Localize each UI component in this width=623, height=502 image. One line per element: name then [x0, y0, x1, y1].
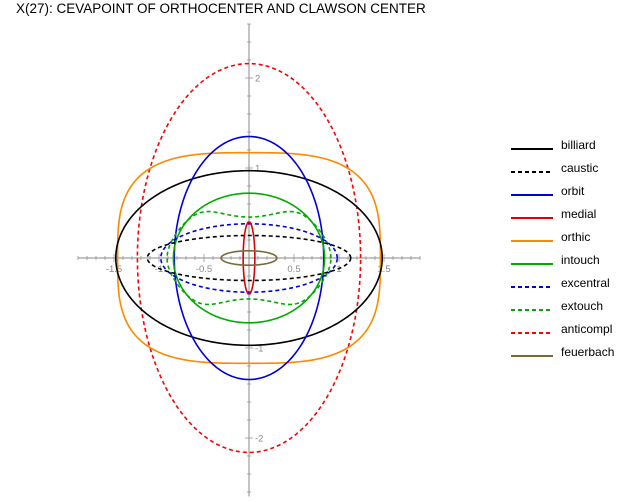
- curve-intouch: [172, 192, 326, 324]
- legend-swatch: [511, 148, 553, 150]
- legend-label: extouch: [561, 299, 604, 313]
- legend-swatch: [511, 240, 553, 242]
- curve-orbit: [173, 135, 325, 381]
- curve-billiard: [114, 169, 383, 347]
- curve-orthic: [116, 151, 382, 365]
- curve-feuerbach: [220, 250, 278, 267]
- legend-label: intouch: [561, 253, 600, 267]
- curve-medial: [242, 221, 256, 295]
- y-tick-label: -2: [255, 434, 263, 445]
- curve-caustic: [146, 234, 352, 282]
- legend-swatch: [511, 194, 553, 196]
- plot-title: X(27): CEVAPOINT OF ORTHOCENTER AND CLAW…: [16, 1, 426, 16]
- legend-swatch: [511, 263, 553, 265]
- legend-label: orthic: [561, 230, 591, 244]
- legend-swatch: [511, 171, 553, 173]
- legend-label: feuerbach: [561, 345, 615, 359]
- curve-excentral: [159, 222, 338, 294]
- legend-swatch: [511, 217, 553, 219]
- legend-label: billiard: [561, 138, 596, 152]
- legend-swatch: [511, 355, 553, 357]
- axes: -1.5 -1 -0.5 0.5 1 1.5 -2 -1 1 2: [77, 23, 421, 497]
- x-tick-label: -0.5: [196, 264, 212, 275]
- y-tick-label: 1: [255, 164, 260, 175]
- legend-swatch: [511, 286, 553, 288]
- legend-label: excentral: [561, 276, 610, 290]
- x-tick-label: 0.5: [287, 264, 300, 275]
- legend-swatch: [511, 309, 553, 311]
- legend-label: medial: [561, 207, 597, 221]
- legend-label: caustic: [561, 161, 599, 175]
- legend-label: anticompl: [561, 322, 613, 336]
- curves: [114, 62, 383, 454]
- x-tick-label: 1: [336, 264, 341, 275]
- y-tick-label: 2: [255, 74, 260, 85]
- x-tick-label: 1.5: [377, 264, 390, 275]
- x-tick-label: -1.5: [106, 264, 122, 275]
- legend-label: orbit: [561, 184, 585, 198]
- x-tick-label: -1: [155, 264, 163, 275]
- y-tick-label: -1: [255, 344, 263, 355]
- legend-swatch: [511, 332, 553, 334]
